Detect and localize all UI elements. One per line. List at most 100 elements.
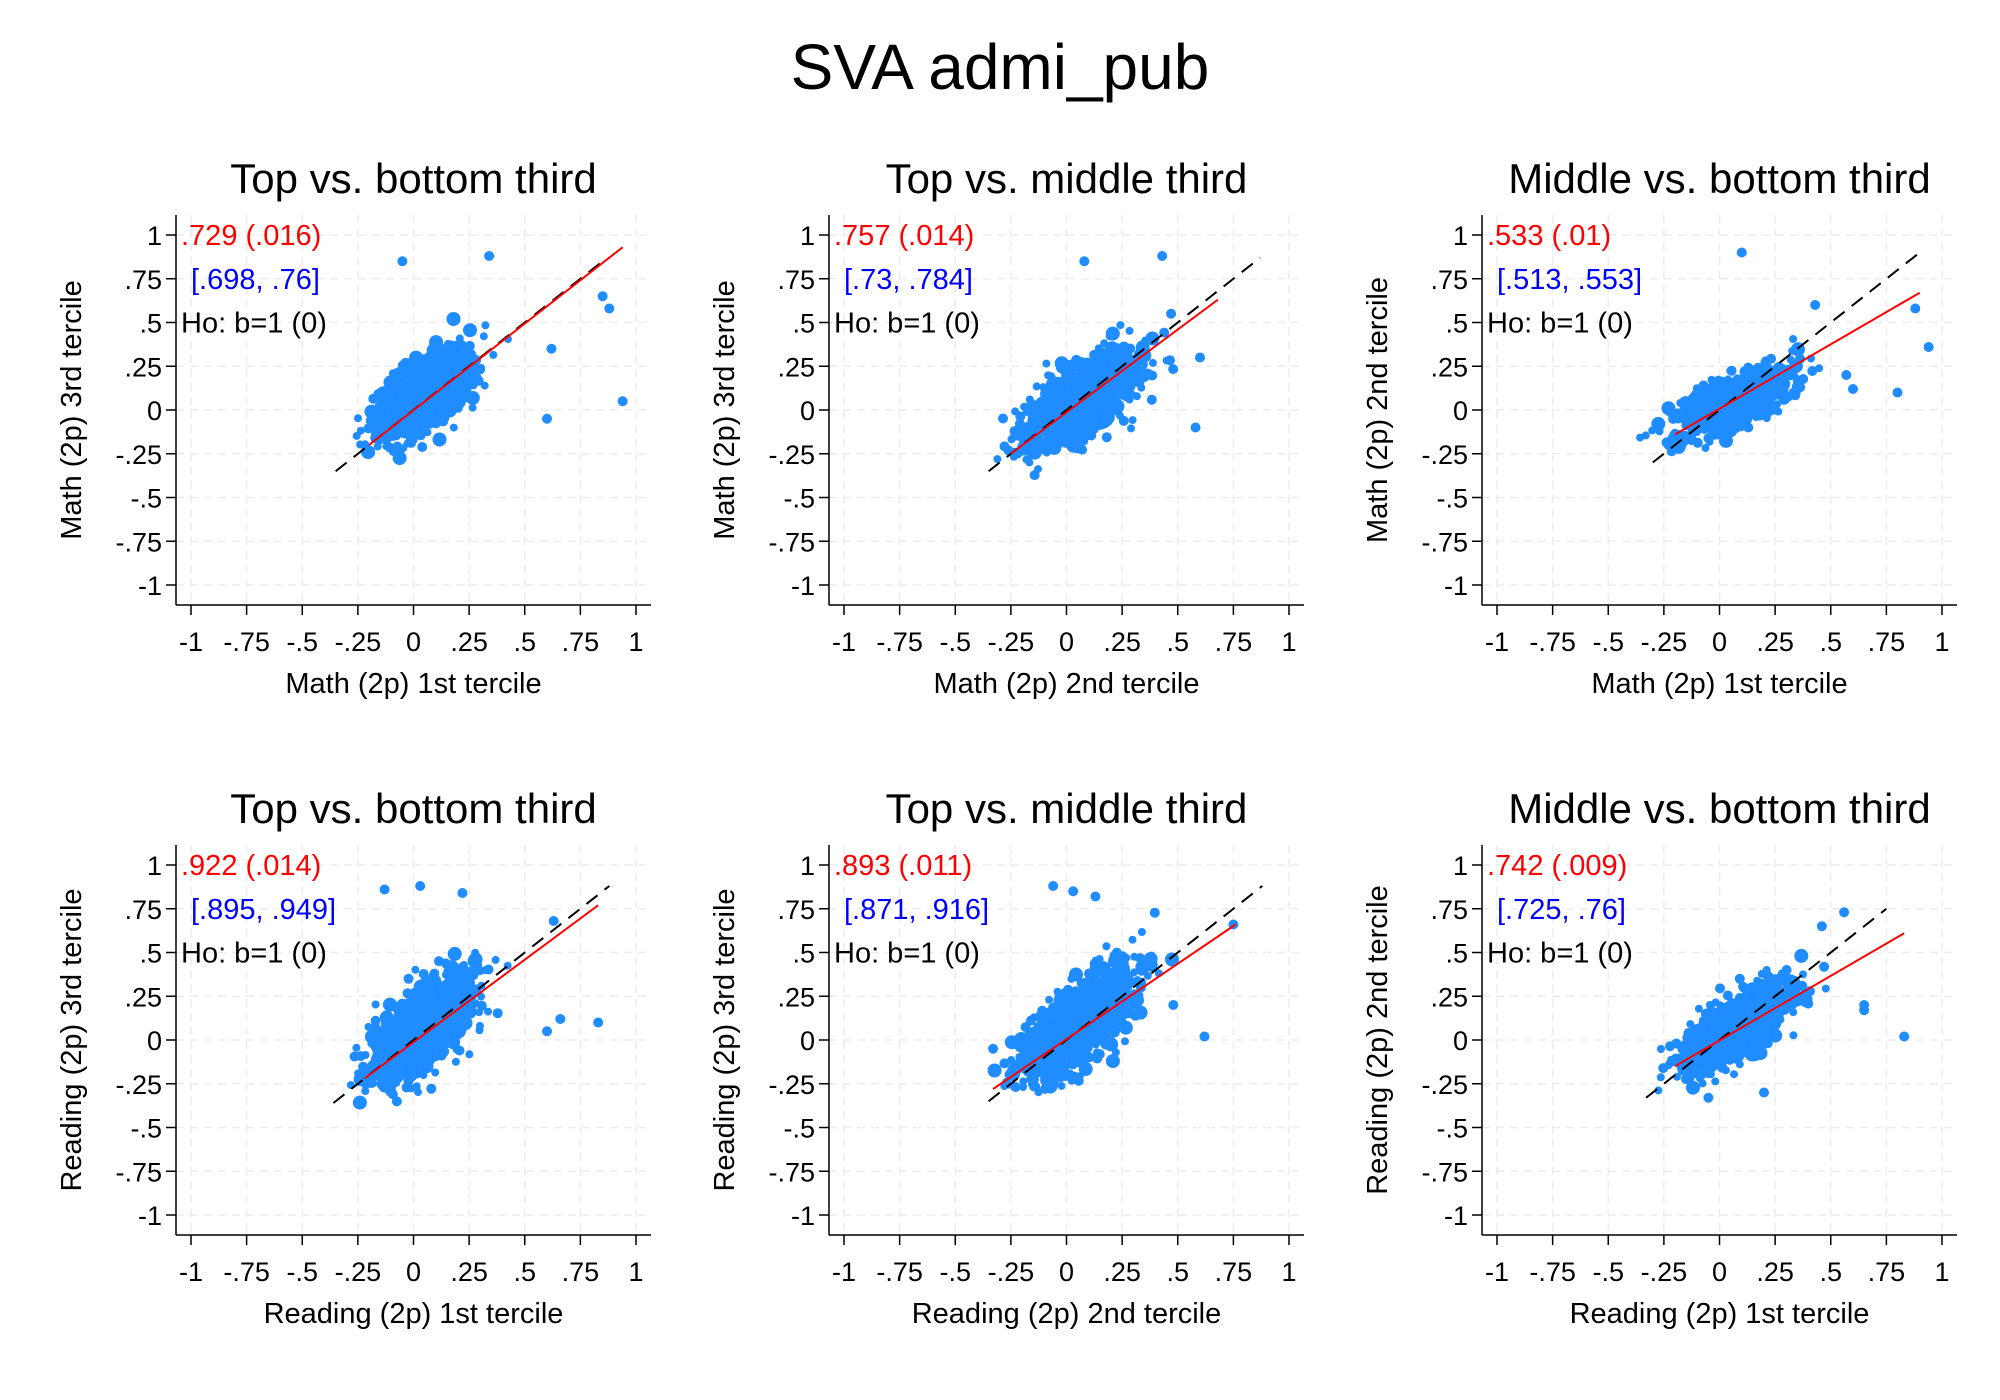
y-tick-label: -.25 xyxy=(1421,440,1468,470)
ci-annotation: [.698, .76] xyxy=(191,264,320,296)
x-tick-label: -.5 xyxy=(1592,627,1624,657)
data-point xyxy=(1068,374,1077,382)
data-point xyxy=(1079,384,1088,393)
test-annotation: Ho: b=1 (0) xyxy=(181,308,327,340)
data-point xyxy=(373,442,382,451)
data-point xyxy=(463,386,472,395)
data-point xyxy=(354,414,362,423)
data-point xyxy=(370,1015,381,1026)
x-tick-label: .5 xyxy=(1819,627,1842,657)
data-point xyxy=(1029,470,1040,481)
data-point xyxy=(1107,356,1118,367)
y-tick-label: -1 xyxy=(138,571,162,601)
y-tick-label: -.5 xyxy=(1436,484,1468,514)
x-tick-label: .25 xyxy=(450,627,488,657)
data-point xyxy=(388,390,397,399)
scatter-panel-4: -1 -.75 -.5 -.25 0.25.5.75 11.75.5.250-.25-.5… xyxy=(56,785,651,1330)
data-point xyxy=(492,1008,503,1019)
data-point xyxy=(1125,326,1134,335)
data-point xyxy=(1042,359,1051,368)
data-point xyxy=(1116,321,1125,330)
data-point xyxy=(1072,445,1081,454)
x-tick-label: -.5 xyxy=(286,627,318,657)
data-point xyxy=(353,1072,368,1087)
data-point xyxy=(1027,422,1038,433)
data-point xyxy=(1018,426,1027,435)
data-point-outlier xyxy=(1079,256,1090,267)
x-tick-label: -.75 xyxy=(223,627,270,657)
data-point xyxy=(1686,402,1695,411)
y-tick-label: -.5 xyxy=(130,1114,162,1144)
data-point xyxy=(1108,346,1116,355)
data-point xyxy=(1056,385,1065,394)
test-annotation: Ho: b=1 (0) xyxy=(1487,308,1633,340)
y-tick-label: .25 xyxy=(124,982,162,1012)
data-point xyxy=(468,403,477,412)
data-point xyxy=(1091,410,1100,419)
y-tick-label: .25 xyxy=(777,352,815,382)
data-point xyxy=(396,389,407,400)
data-point xyxy=(1807,366,1818,376)
scatter-panel-1: -1 -.75 -.5 -.25 0.25.5.75 11.75.5.250-.25-.5… xyxy=(56,155,651,700)
data-point xyxy=(433,956,444,967)
data-point xyxy=(465,390,480,405)
data-point xyxy=(1672,414,1681,423)
data-point xyxy=(1119,341,1128,350)
data-point xyxy=(489,350,498,359)
data-point xyxy=(352,1043,361,1052)
data-point xyxy=(352,1095,367,1110)
data-point xyxy=(1692,437,1703,448)
data-point xyxy=(356,426,365,435)
data-point xyxy=(1751,390,1760,399)
data-point-outlier xyxy=(1841,370,1852,380)
x-axis-label: Math (2p) 1st tercile xyxy=(1591,668,1847,700)
y-tick-label: -.75 xyxy=(115,1157,162,1187)
data-point xyxy=(1100,339,1109,348)
data-point xyxy=(403,973,414,984)
data-point xyxy=(1044,396,1053,405)
data-point xyxy=(998,413,1008,424)
y-tick-label: -.25 xyxy=(115,1070,162,1100)
data-point xyxy=(1037,444,1047,455)
x-tick-label: 0 xyxy=(406,627,421,657)
y-axis-label: Math (2p) 3rd tercile xyxy=(709,280,741,540)
x-tick-label: -.5 xyxy=(286,1257,318,1287)
panel-title: Middle vs. bottom third xyxy=(1508,155,1931,202)
data-point xyxy=(1082,423,1091,431)
data-points xyxy=(352,251,628,466)
data-point xyxy=(356,440,365,449)
y-tick-label: .5 xyxy=(792,309,815,339)
data-point-outlier xyxy=(597,291,608,302)
data-point xyxy=(1746,405,1757,416)
x-tick-label: -1 xyxy=(832,627,856,657)
x-tick-label: -.25 xyxy=(335,627,382,657)
data-point-outlier xyxy=(617,396,628,407)
data-point xyxy=(426,1083,437,1094)
ci-annotation: [.73, .784] xyxy=(844,264,973,296)
data-point xyxy=(361,1087,370,1096)
data-point xyxy=(460,342,469,351)
y-tick-label: .25 xyxy=(124,352,162,382)
data-point-outlier xyxy=(1923,342,1934,352)
data-point xyxy=(1065,426,1076,437)
data-point xyxy=(1125,382,1136,392)
data-point xyxy=(1113,386,1122,395)
x-tick-label: -.25 xyxy=(988,627,1035,657)
data-point xyxy=(374,419,385,430)
y-tick-label: .5 xyxy=(139,309,162,339)
data-point xyxy=(1688,393,1698,404)
data-point xyxy=(433,396,442,405)
data-point-outlier xyxy=(397,256,408,267)
data-point xyxy=(368,410,377,419)
y-tick-label: -.75 xyxy=(768,527,815,557)
data-point xyxy=(1711,415,1722,426)
data-point xyxy=(447,340,456,349)
data-point xyxy=(479,332,488,341)
y-tick-label: .5 xyxy=(139,939,162,969)
data-point-outlier xyxy=(1195,352,1205,363)
data-point xyxy=(1165,355,1175,366)
data-point-outlier xyxy=(1810,300,1821,310)
x-tick-label: -.25 xyxy=(1641,627,1688,657)
data-point xyxy=(1025,458,1034,467)
x-tick-label: -1 xyxy=(179,627,203,657)
